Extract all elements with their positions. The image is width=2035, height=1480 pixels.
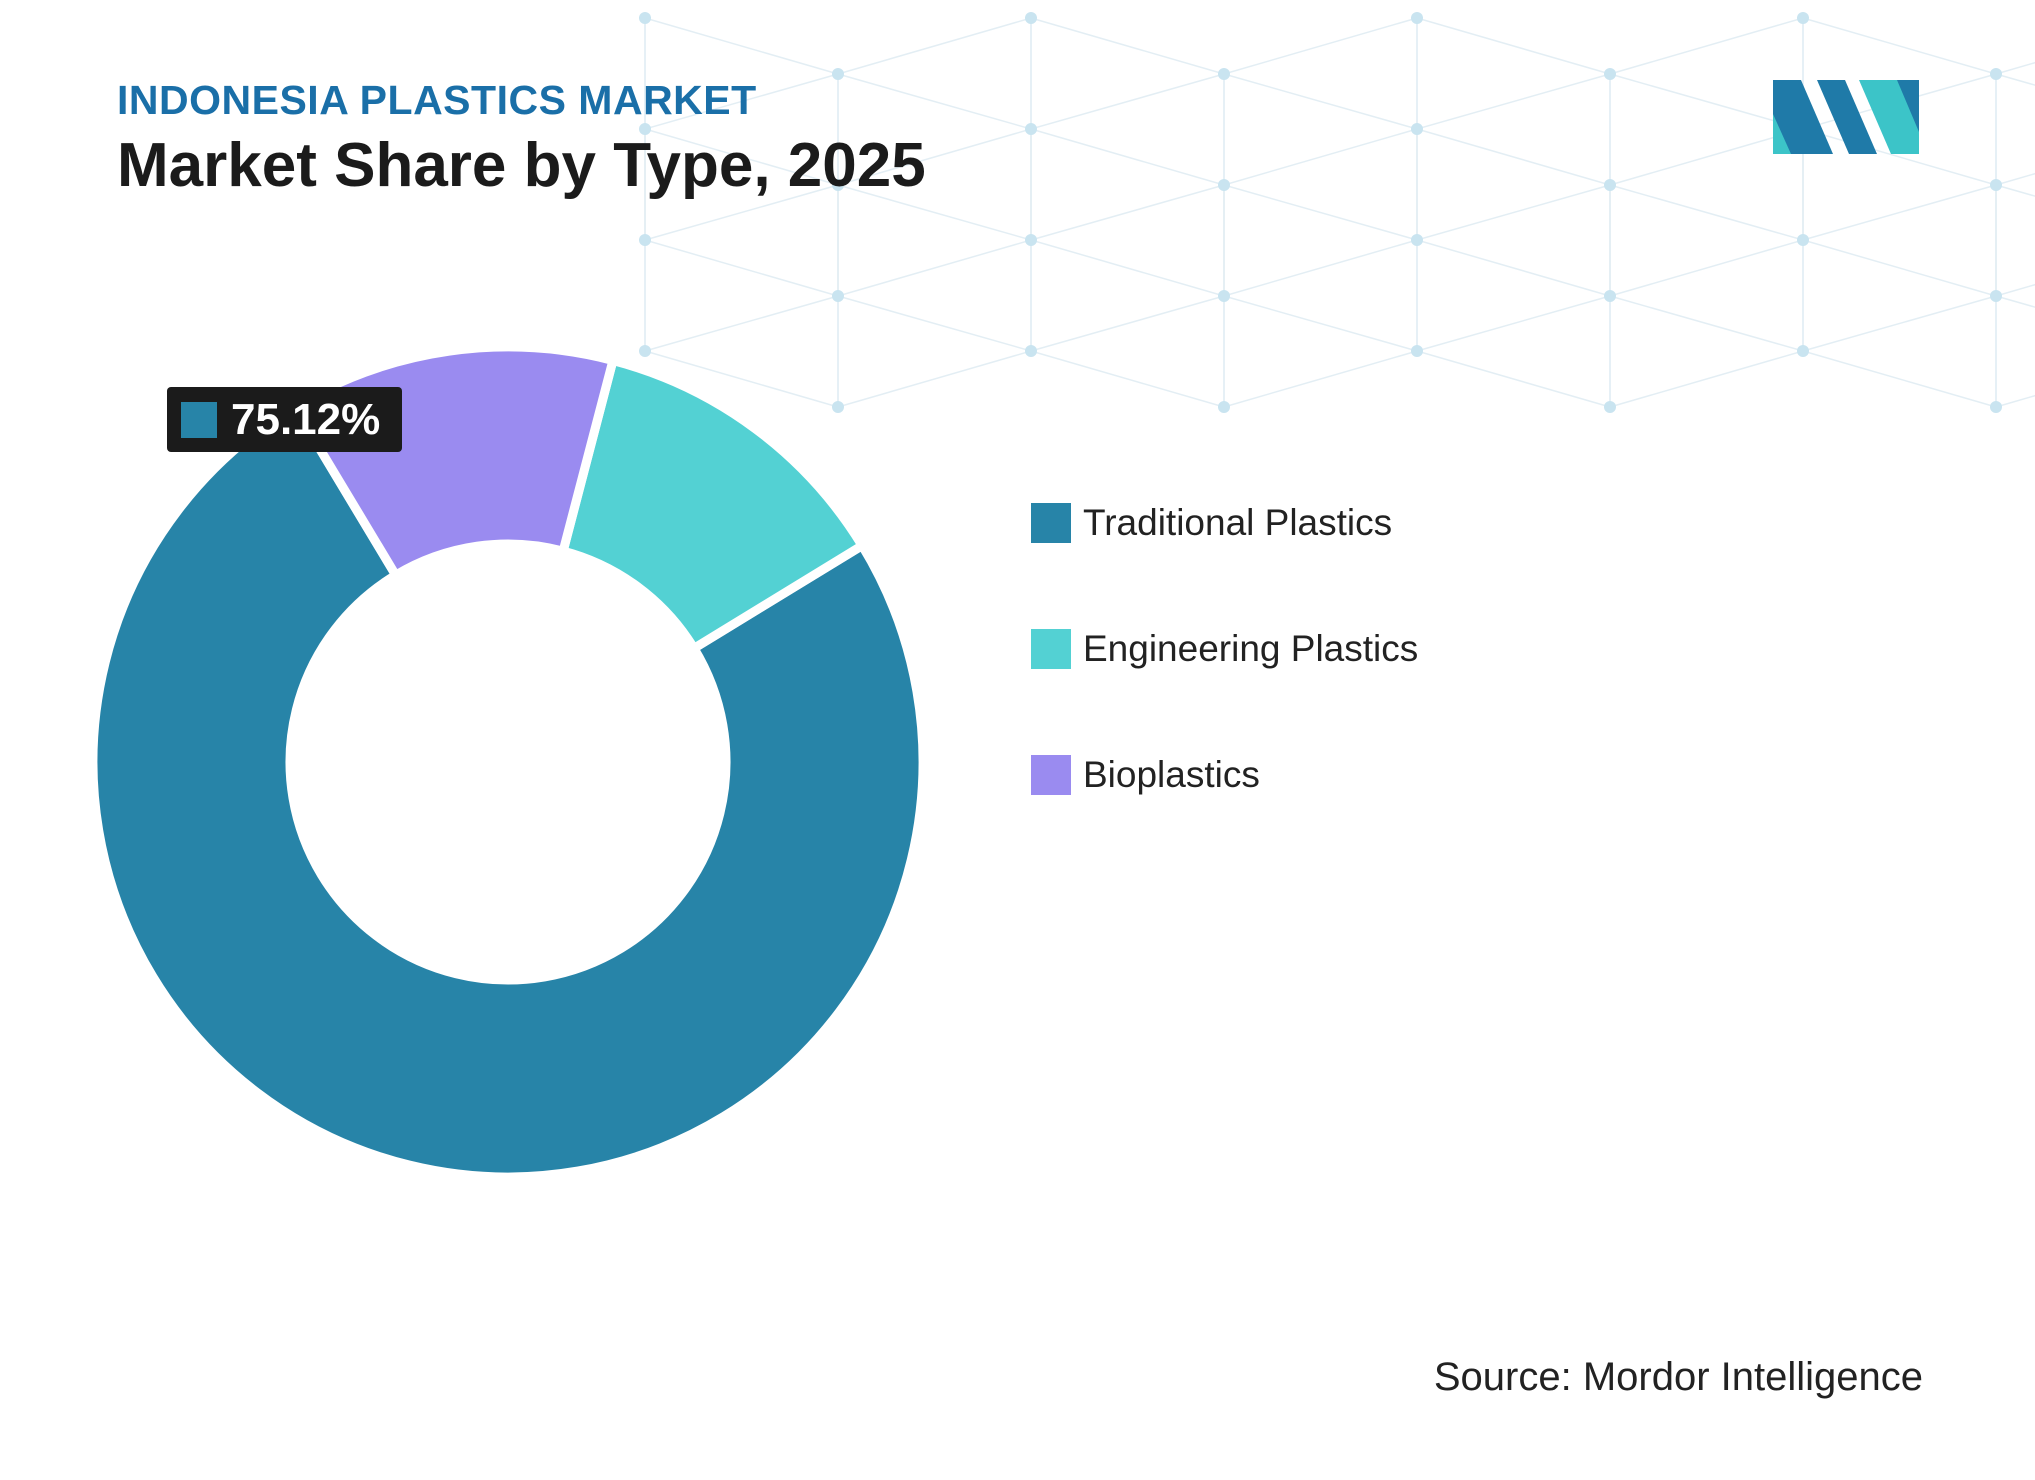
network-node bbox=[1797, 345, 1809, 357]
network-node bbox=[1218, 401, 1230, 413]
network-node bbox=[1025, 345, 1037, 357]
legend-swatch-engineering-plastics bbox=[1031, 629, 1071, 669]
callout-swatch bbox=[181, 401, 217, 438]
source-note: Source: Mordor Intelligence bbox=[1433, 1355, 1923, 1399]
network-node bbox=[1025, 234, 1037, 246]
network-node bbox=[832, 68, 844, 80]
network-node bbox=[1990, 401, 2002, 413]
chart-title: Market Share by Type, 2025 bbox=[117, 131, 926, 200]
network-node bbox=[1025, 12, 1037, 24]
network-node bbox=[1604, 68, 1616, 80]
traditional-plastics-share-callout: 75.12% bbox=[167, 387, 403, 452]
network-node bbox=[1797, 234, 1809, 246]
network-node bbox=[1025, 123, 1037, 135]
network-node bbox=[832, 401, 844, 413]
legend-label: Bioplastics bbox=[1083, 754, 1260, 795]
network-node bbox=[1990, 290, 2002, 302]
chart-legend: Traditional Plastics Engineering Plastic… bbox=[1031, 499, 1418, 877]
network-node bbox=[1218, 179, 1230, 191]
network-node bbox=[1990, 68, 2002, 80]
legend-label: Engineering Plastics bbox=[1083, 628, 1419, 669]
market-subtitle: INDONESIA PLASTICS MARKET bbox=[117, 77, 757, 123]
background-network-pattern bbox=[639, 12, 2035, 413]
network-node bbox=[1990, 179, 2002, 191]
network-node bbox=[639, 345, 651, 357]
legend-swatch-bioplastics bbox=[1031, 755, 1071, 795]
donut-chart bbox=[88, 342, 928, 1182]
network-node bbox=[1218, 290, 1230, 302]
callout-value: 75.12% bbox=[231, 394, 381, 444]
network-node bbox=[1218, 68, 1230, 80]
donut-slice-engineering-plastics bbox=[557, 354, 869, 655]
network-node bbox=[1797, 12, 1809, 24]
chart-header: INDONESIA PLASTICS MARKET Market Share b… bbox=[117, 76, 926, 204]
legend-item-traditional-plastics: Traditional Plastics bbox=[1031, 499, 1418, 547]
network-node bbox=[639, 12, 651, 24]
network-node bbox=[1411, 12, 1423, 24]
legend-item-engineering-plastics: Engineering Plastics bbox=[1031, 625, 1418, 673]
legend-item-bioplastics: Bioplastics bbox=[1031, 751, 1418, 799]
network-node bbox=[1604, 290, 1616, 302]
legend-swatch-traditional-plastics bbox=[1031, 503, 1071, 543]
network-node bbox=[1604, 401, 1616, 413]
legend-label: Traditional Plastics bbox=[1083, 502, 1393, 543]
network-node bbox=[832, 290, 844, 302]
network-node bbox=[639, 123, 651, 135]
network-node bbox=[1411, 234, 1423, 246]
network-lines bbox=[644, 17, 2035, 408]
network-node bbox=[639, 234, 651, 246]
network-node bbox=[1411, 345, 1423, 357]
network-node bbox=[1604, 179, 1616, 191]
mordor-intelligence-logo-icon bbox=[1773, 80, 1919, 154]
network-node bbox=[832, 179, 844, 191]
network-node bbox=[1411, 123, 1423, 135]
donut-slice-traditional-plastics bbox=[88, 400, 928, 1182]
